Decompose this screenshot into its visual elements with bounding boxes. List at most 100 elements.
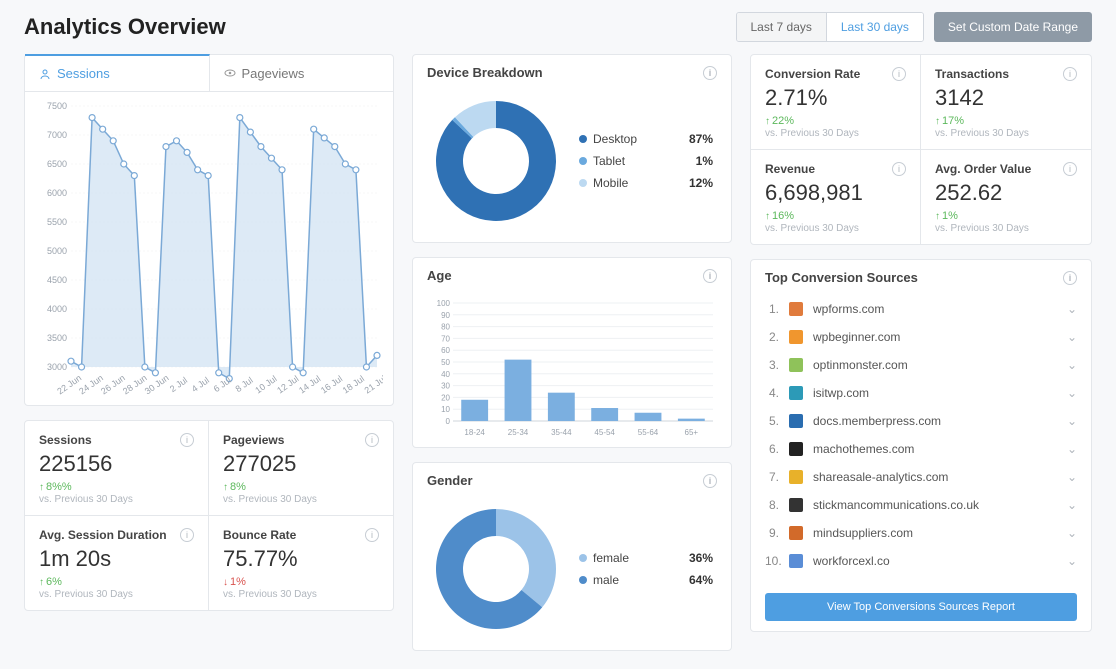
- stat-cell: Avg. Order Value i 252.62 ↑1% vs. Previo…: [921, 150, 1091, 244]
- view-report-button[interactable]: View Top Conversions Sources Report: [765, 593, 1077, 621]
- stat-title: Sessions: [39, 433, 92, 447]
- source-rank: 4.: [765, 386, 779, 400]
- stat-vs: vs. Previous 30 Days: [223, 494, 379, 505]
- info-icon[interactable]: i: [365, 433, 379, 447]
- favicon-icon: [789, 414, 803, 428]
- info-icon[interactable]: i: [703, 269, 717, 283]
- stat-cell: Avg. Session Duration i 1m 20s ↑6% vs. P…: [25, 516, 209, 610]
- chevron-down-icon: ⌄: [1067, 302, 1077, 316]
- svg-text:6000: 6000: [47, 188, 67, 198]
- page-title: Analytics Overview: [24, 14, 226, 40]
- legend-label: Mobile: [593, 176, 628, 190]
- stat-cell: Bounce Rate i 75.77% ↓1% vs. Previous 30…: [209, 516, 393, 610]
- legend-pct: 64%: [689, 573, 713, 587]
- stat-vs: vs. Previous 30 Days: [39, 589, 194, 600]
- conversion-source-row[interactable]: 9. mindsuppliers.com ⌄: [751, 519, 1091, 547]
- date-last-7[interactable]: Last 7 days: [737, 13, 827, 41]
- svg-text:4500: 4500: [47, 275, 67, 285]
- info-icon[interactable]: i: [365, 528, 379, 542]
- conversion-source-row[interactable]: 10. workforcexl.co ⌄: [751, 547, 1091, 575]
- chevron-down-icon: ⌄: [1067, 554, 1077, 568]
- svg-text:5000: 5000: [47, 246, 67, 256]
- source-domain: docs.memberpress.com: [813, 414, 941, 428]
- svg-text:45-54: 45-54: [594, 428, 615, 437]
- legend-dot: [579, 157, 587, 165]
- gender-card: Gender i female 36% male 64%: [412, 462, 732, 651]
- svg-text:6500: 6500: [47, 159, 67, 169]
- svg-text:12 Jul: 12 Jul: [275, 374, 300, 395]
- svg-text:21 Jul: 21 Jul: [363, 374, 383, 395]
- info-icon[interactable]: i: [703, 66, 717, 80]
- info-icon[interactable]: i: [703, 474, 717, 488]
- stat-change: ↑22%: [765, 115, 906, 127]
- tab-sessions[interactable]: Sessions: [25, 54, 210, 91]
- legend-dot: [579, 576, 587, 584]
- stat-value: 1m 20s: [39, 546, 194, 572]
- info-icon[interactable]: i: [1063, 271, 1077, 285]
- svg-text:5500: 5500: [47, 217, 67, 227]
- conversion-source-row[interactable]: 6. machothemes.com ⌄: [751, 435, 1091, 463]
- conversion-source-row[interactable]: 2. wpbeginner.com ⌄: [751, 323, 1091, 351]
- favicon-icon: [789, 442, 803, 456]
- info-icon[interactable]: i: [1063, 67, 1077, 81]
- favicon-icon: [789, 386, 803, 400]
- stat-vs: vs. Previous 30 Days: [765, 223, 906, 234]
- date-last-30[interactable]: Last 30 days: [827, 13, 923, 41]
- source-rank: 6.: [765, 442, 779, 456]
- svg-text:8 Jul: 8 Jul: [233, 375, 254, 394]
- chevron-down-icon: ⌄: [1067, 442, 1077, 456]
- date-controls: Last 7 days Last 30 days Set Custom Date…: [736, 12, 1093, 42]
- svg-text:50: 50: [441, 358, 450, 367]
- svg-text:7000: 7000: [47, 130, 67, 140]
- chevron-down-icon: ⌄: [1067, 330, 1077, 344]
- legend-pct: 12%: [689, 176, 713, 190]
- info-icon[interactable]: i: [180, 433, 194, 447]
- stat-value: 75.77%: [223, 546, 379, 572]
- stat-change: ↑1%: [935, 210, 1077, 222]
- svg-text:18-24: 18-24: [464, 428, 485, 437]
- svg-text:65+: 65+: [685, 428, 699, 437]
- legend-label: male: [593, 573, 619, 587]
- conversion-source-row[interactable]: 5. docs.memberpress.com ⌄: [751, 407, 1091, 435]
- stat-cell: Pageviews i 277025 ↑8% vs. Previous 30 D…: [209, 421, 393, 516]
- svg-text:90: 90: [441, 311, 450, 320]
- svg-text:30: 30: [441, 382, 450, 391]
- conversion-source-row[interactable]: 3. optinmonster.com ⌄: [751, 351, 1091, 379]
- source-rank: 9.: [765, 526, 779, 540]
- svg-text:0: 0: [446, 417, 451, 426]
- source-domain: optinmonster.com: [813, 358, 908, 372]
- tab-pageviews-label: Pageviews: [242, 66, 305, 81]
- svg-text:2 Jul: 2 Jul: [168, 375, 189, 394]
- tab-pageviews[interactable]: Pageviews: [210, 55, 394, 91]
- conversion-source-row[interactable]: 1. wpforms.com ⌄: [751, 295, 1091, 323]
- source-domain: isitwp.com: [813, 386, 869, 400]
- legend-pct: 1%: [696, 154, 713, 168]
- svg-text:80: 80: [441, 323, 450, 332]
- conversion-source-row[interactable]: 7. shareasale-analytics.com ⌄: [751, 463, 1091, 491]
- legend-dot: [579, 179, 587, 187]
- device-donut-chart: [431, 96, 561, 226]
- stat-title: Bounce Rate: [223, 528, 296, 542]
- info-icon[interactable]: i: [1063, 162, 1077, 176]
- info-icon[interactable]: i: [892, 162, 906, 176]
- conversion-source-row[interactable]: 4. isitwp.com ⌄: [751, 379, 1091, 407]
- svg-text:7500: 7500: [47, 101, 67, 111]
- favicon-icon: [789, 554, 803, 568]
- gender-donut-chart: [431, 504, 561, 634]
- stat-cell: Revenue i 6,698,981 ↑16% vs. Previous 30…: [751, 150, 921, 244]
- stat-title: Pageviews: [223, 433, 284, 447]
- sessions-line-chart: 3000350040004500500055006000650070007500…: [25, 92, 393, 405]
- conversion-source-row[interactable]: 8. stickmancommunications.co.uk ⌄: [751, 491, 1091, 519]
- info-icon[interactable]: i: [180, 528, 194, 542]
- svg-text:4000: 4000: [47, 304, 67, 314]
- gender-title: Gender: [427, 473, 473, 488]
- stat-title: Transactions: [935, 67, 1009, 81]
- left-stats-card: Sessions i 225156 ↑8%% vs. Previous 30 D…: [24, 420, 394, 611]
- source-domain: wpbeginner.com: [813, 330, 900, 344]
- stat-vs: vs. Previous 30 Days: [223, 589, 379, 600]
- custom-date-range-button[interactable]: Set Custom Date Range: [934, 12, 1092, 42]
- svg-text:60: 60: [441, 346, 450, 355]
- info-icon[interactable]: i: [892, 67, 906, 81]
- legend-dot: [579, 135, 587, 143]
- svg-text:10 Jul: 10 Jul: [253, 374, 278, 395]
